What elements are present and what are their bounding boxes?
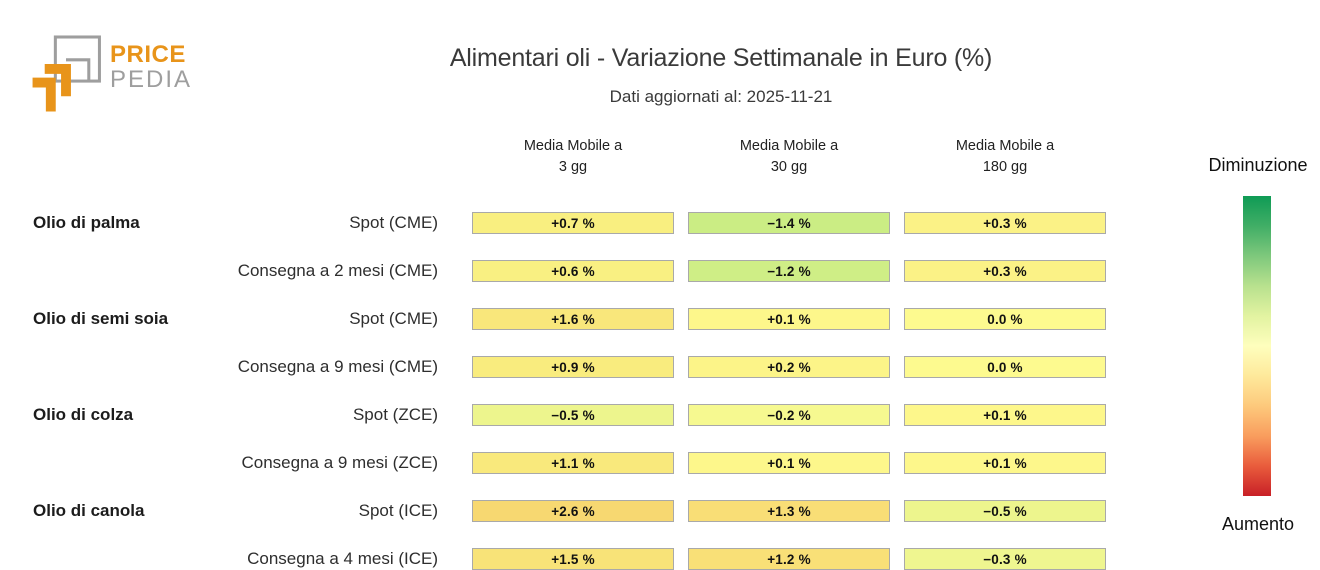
legend-gradient-bar xyxy=(1243,196,1271,496)
row-series-label: Spot (CME) xyxy=(349,213,438,232)
heatmap-cell: +0.1 % xyxy=(904,452,1106,474)
column-header-30gg: Media Mobile a 30 gg xyxy=(739,138,839,175)
heatmap-cell: +0.3 % xyxy=(904,260,1106,282)
heatmap-cell: +0.2 % xyxy=(688,356,890,378)
table-row: Consegna a 4 mesi (ICE) +1.5 % +1.2 % −0… xyxy=(0,535,1106,570)
row-series-label: Consegna a 4 mesi (ICE) xyxy=(247,549,438,568)
heatmap-cell: +0.1 % xyxy=(688,452,890,474)
row-labels: Olio di colza Spot (ZCE) xyxy=(0,405,458,425)
heatmap-cell: +0.6 % xyxy=(472,260,674,282)
heatmap-cell: +1.1 % xyxy=(472,452,674,474)
row-group-label: Olio di palma xyxy=(33,213,140,232)
heatmap-cell: +1.3 % xyxy=(688,500,890,522)
column-header-3gg: Media Mobile a 3 gg xyxy=(523,138,623,175)
heatmap-cell: 0.0 % xyxy=(904,356,1106,378)
heatmap-cell: +2.6 % xyxy=(472,500,674,522)
row-labels: Consegna a 2 mesi (CME) xyxy=(0,261,458,281)
row-group-label: Olio di colza xyxy=(33,405,134,424)
heatmap-cell: −0.5 % xyxy=(904,500,1106,522)
row-series-label: Spot (ZCE) xyxy=(352,405,438,424)
row-group-label: Olio di canola xyxy=(33,501,145,520)
row-group-label: Olio di semi soia xyxy=(33,309,169,328)
legend-label-decrease: Diminuzione xyxy=(1208,155,1308,175)
heatmap-cell: +1.6 % xyxy=(472,308,674,330)
table-row: Consegna a 2 mesi (CME) +0.6 % −1.2 % +0… xyxy=(0,247,1106,295)
pricepedia-logo: PRICE PEDIA xyxy=(28,32,192,118)
row-series-label: Spot (ICE) xyxy=(358,501,438,520)
pricepedia-logo-icon xyxy=(32,35,101,112)
row-series-label: Consegna a 2 mesi (CME) xyxy=(237,261,438,280)
heatmap-cell: −1.4 % xyxy=(688,212,890,234)
heatmap-cell: −0.5 % xyxy=(472,404,674,426)
logo-brand-bottom: PEDIA xyxy=(110,66,193,94)
row-series-label: Spot (CME) xyxy=(349,309,438,328)
header: Alimentari oli - Variazione Settimanale … xyxy=(122,44,1320,107)
row-series-label: Consegna a 9 mesi (CME) xyxy=(237,357,438,376)
logo-brand-top: PRICE xyxy=(110,41,186,68)
row-labels: Olio di semi soia Spot (CME) xyxy=(0,309,458,329)
pricepedia-logo-text: PRICE PEDIA xyxy=(110,41,193,94)
heatmap-table: Olio di palma Spot (CME) +0.7 % −1.4 % +… xyxy=(0,199,1106,570)
heatmap-cell: 0.0 % xyxy=(904,308,1106,330)
heatmap-cell: +0.1 % xyxy=(688,308,890,330)
table-row: Olio di palma Spot (CME) +0.7 % −1.4 % +… xyxy=(0,199,1106,247)
table-row: Olio di canola Spot (ICE) +2.6 % +1.3 % … xyxy=(0,487,1106,535)
heatmap-cell: −0.3 % xyxy=(904,548,1106,570)
data-updated-subtitle: Dati aggiornati al: 2025-11-21 xyxy=(609,87,833,106)
row-series-label: Consegna a 9 mesi (ZCE) xyxy=(241,453,438,472)
table-row: Olio di semi soia Spot (CME) +1.6 % +0.1… xyxy=(0,295,1106,343)
row-labels: Olio di canola Spot (ICE) xyxy=(0,501,458,521)
row-labels: Consegna a 9 mesi (ZCE) xyxy=(0,453,458,473)
heatmap-cell: +0.3 % xyxy=(904,212,1106,234)
heatmap-cell: −1.2 % xyxy=(688,260,890,282)
page-title: Alimentari oli - Variazione Settimanale … xyxy=(449,44,993,72)
row-labels: Consegna a 4 mesi (ICE) xyxy=(0,549,458,569)
heatmap-cell: +0.9 % xyxy=(472,356,674,378)
row-labels: Olio di palma Spot (CME) xyxy=(0,213,458,233)
legend-label-increase: Aumento xyxy=(1221,514,1295,534)
column-headers: Media Mobile a 3 gg Media Mobile a 30 gg… xyxy=(0,136,1106,178)
heatmap-cell: +0.1 % xyxy=(904,404,1106,426)
column-header-180gg: Media Mobile a 180 gg xyxy=(955,138,1055,175)
heatmap-cell: −0.2 % xyxy=(688,404,890,426)
table-row: Consegna a 9 mesi (ZCE) +1.1 % +0.1 % +0… xyxy=(0,439,1106,487)
heatmap-cell: +1.5 % xyxy=(472,548,674,570)
row-labels: Consegna a 9 mesi (CME) xyxy=(0,357,458,377)
table-row: Olio di colza Spot (ZCE) −0.5 % −0.2 % +… xyxy=(0,391,1106,439)
heatmap-cell: +0.7 % xyxy=(472,212,674,234)
table-row: Consegna a 9 mesi (CME) +0.9 % +0.2 % 0.… xyxy=(0,343,1106,391)
heatmap-cell: +1.2 % xyxy=(688,548,890,570)
